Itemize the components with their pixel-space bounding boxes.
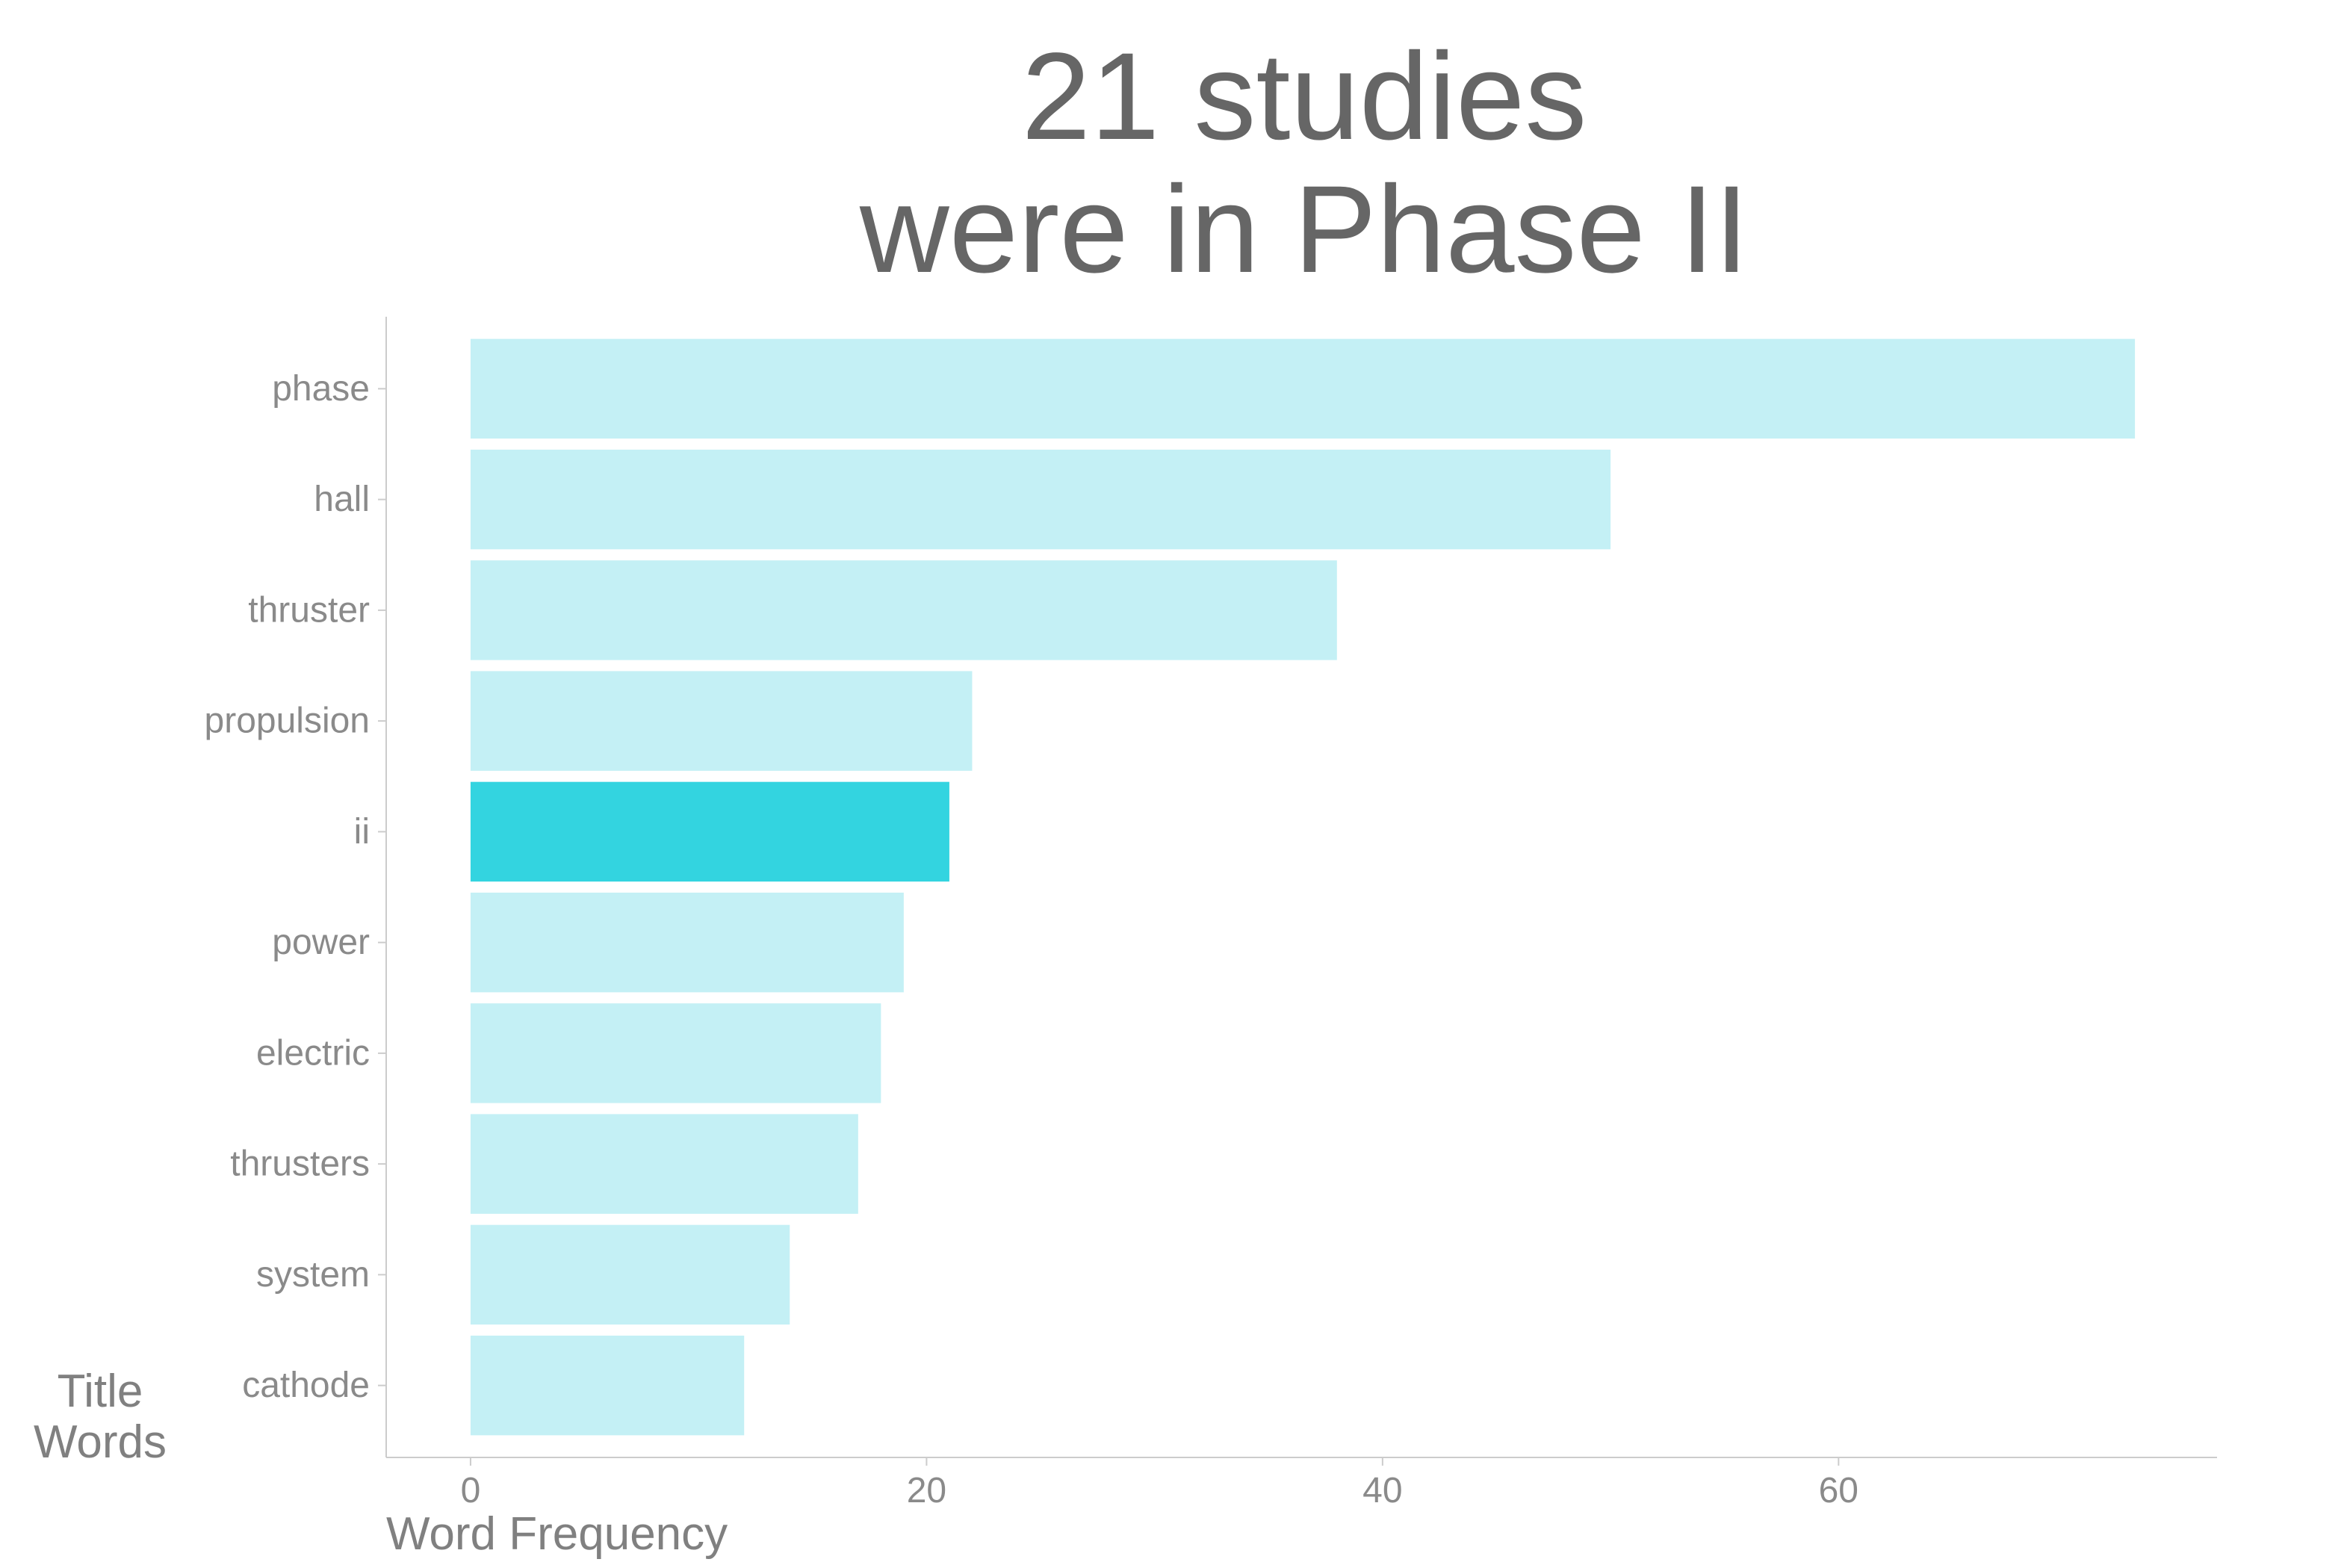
bar-power [470, 892, 904, 993]
bar-electric [470, 1003, 881, 1103]
bar-thruster [470, 560, 1337, 660]
y-tick-label: cathode [242, 1366, 370, 1405]
bar-thrusters [470, 1114, 858, 1214]
x-tick-label: 60 [1819, 1471, 1858, 1510]
y-tick-label: electric [256, 1033, 370, 1073]
chart-title: 21 studies were in Phase II [859, 28, 1749, 299]
bar-phase [470, 338, 2136, 439]
x-tick-label: 40 [1362, 1471, 1402, 1510]
y-tick-label: ii [354, 812, 370, 852]
y-tick-label: phase [272, 369, 370, 409]
y-axis-title-line-1: Title [58, 1366, 143, 1417]
bar-propulsion [470, 671, 973, 771]
bar-hall [470, 449, 1611, 550]
bar-system [470, 1224, 790, 1325]
bars-group [470, 338, 2136, 1436]
x-tick-label: 0 [461, 1471, 481, 1510]
x-tick-label: 20 [907, 1471, 946, 1510]
chart-title-line-2: were in Phase II [859, 161, 1749, 299]
y-axis-title: Title Words [34, 1366, 167, 1468]
y-tick-label: thrusters [230, 1144, 370, 1184]
y-tick-label: propulsion [205, 701, 370, 741]
x-axis-title: Word Frequency [386, 1508, 728, 1560]
y-tick-label: power [272, 923, 370, 962]
y-tick-label: hall [314, 480, 370, 519]
axes-group [385, 317, 2217, 1458]
y-axis-title-line-2: Words [34, 1416, 167, 1468]
y-axis-ticks: phase hall thruster propulsion ii power electr… [205, 369, 386, 1405]
bar-ii [470, 781, 949, 882]
bar-cathode [470, 1335, 745, 1436]
y-tick-label: thruster [248, 590, 370, 630]
x-axis-ticks: 0 20 40 60 [461, 1457, 1858, 1510]
chart-title-line-1: 21 studies [1022, 28, 1587, 166]
y-tick-label: system [256, 1255, 370, 1295]
